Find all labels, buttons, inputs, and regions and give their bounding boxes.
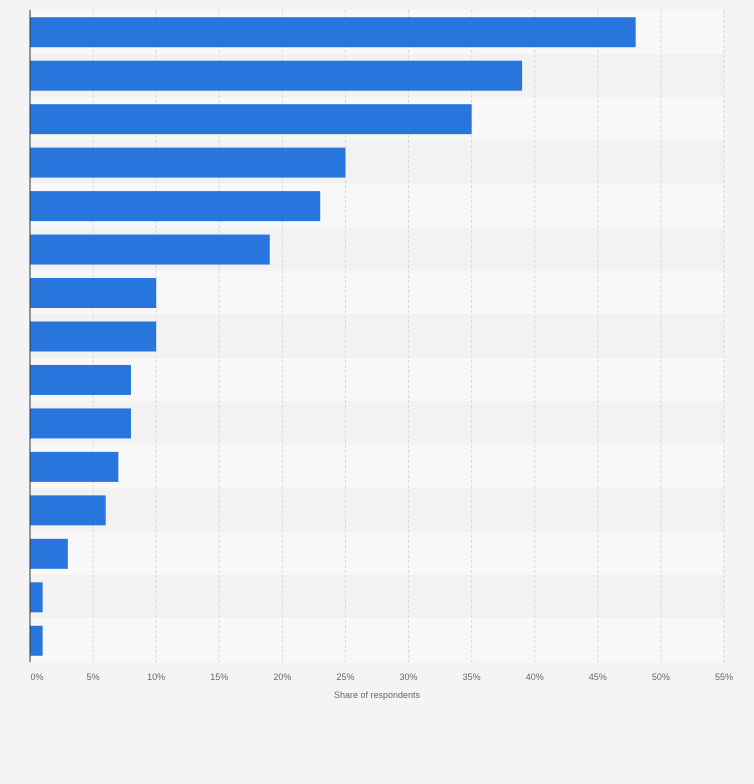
bar[interactable] (30, 104, 472, 135)
bar[interactable] (30, 582, 43, 613)
bar[interactable] (30, 321, 157, 352)
row-band (30, 444, 724, 489)
bar[interactable] (30, 408, 131, 439)
row-band (30, 488, 724, 532)
x-tick-label: 10% (147, 672, 165, 682)
bar[interactable] (30, 60, 523, 91)
x-tick-label: 40% (526, 672, 544, 682)
bar[interactable] (30, 451, 119, 482)
x-tick-label: 55% (715, 672, 733, 682)
x-tick-label: 50% (652, 672, 670, 682)
bar[interactable] (30, 538, 68, 569)
x-tick-label: 20% (273, 672, 291, 682)
x-tick-label: 35% (463, 672, 481, 682)
x-tick-label: 5% (87, 672, 100, 682)
bar[interactable] (30, 625, 43, 656)
bars (30, 17, 636, 656)
x-tick-label: 30% (400, 672, 418, 682)
x-tick-labels: 0% 5% 10% 15% 20% 25% 30% 35% 40% 45% 50% 55% (30, 672, 733, 682)
bar[interactable] (30, 495, 106, 526)
x-tick-label: 15% (210, 672, 228, 682)
bar[interactable] (30, 147, 346, 178)
bar[interactable] (30, 234, 270, 265)
row-band (30, 401, 724, 445)
row-band (30, 531, 724, 576)
bar[interactable] (30, 278, 157, 309)
row-band (30, 357, 724, 402)
x-axis-label: Share of respondents (334, 690, 421, 700)
x-tick-label: 25% (336, 672, 354, 682)
bar[interactable] (30, 17, 636, 48)
row-band (30, 575, 724, 619)
x-tick-label: 45% (589, 672, 607, 682)
row-band (30, 618, 724, 662)
bar[interactable] (30, 364, 131, 395)
x-tick-label: 0% (30, 672, 43, 682)
bar[interactable] (30, 191, 321, 222)
